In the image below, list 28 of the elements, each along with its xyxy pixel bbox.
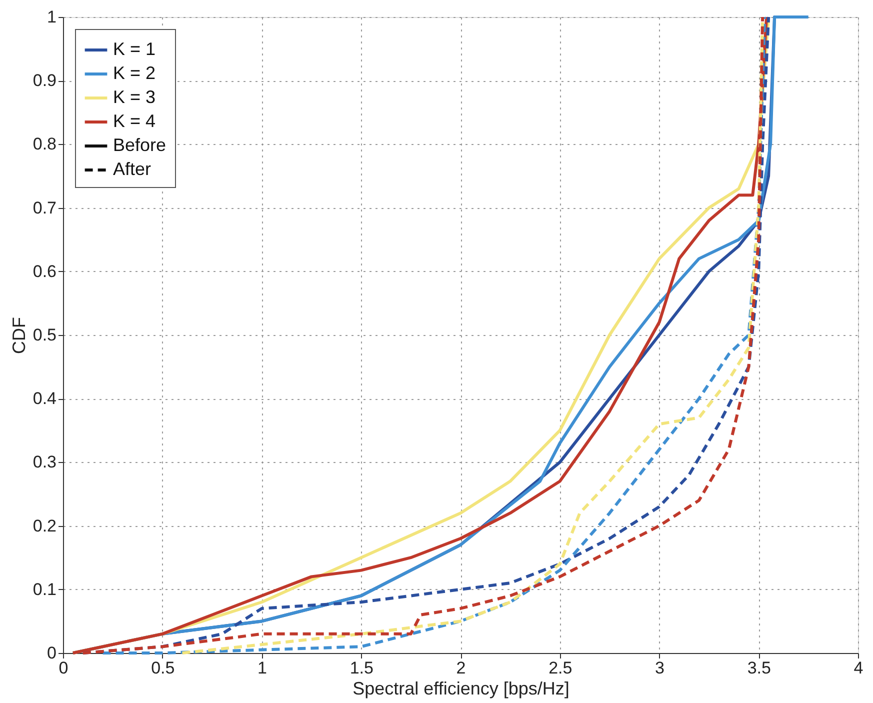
- x-tick-label: 2.5: [548, 658, 572, 678]
- y-tick-label: 0.2: [32, 516, 56, 536]
- legend-label: K = 2: [113, 63, 156, 83]
- y-tick-label: 0.3: [32, 452, 56, 472]
- x-tick-label: 0.5: [151, 658, 175, 678]
- y-tick-label: 0: [47, 644, 56, 662]
- y-tick-label: 0.8: [32, 134, 56, 154]
- x-tick-label: 3.5: [747, 658, 771, 678]
- y-tick-label: 0.4: [32, 389, 56, 408]
- x-tick-label: 1: [258, 658, 267, 678]
- y-tick-label: 0.6: [32, 262, 56, 281]
- x-tick-label: 3: [655, 658, 664, 678]
- y-tick-label: 0.7: [32, 198, 56, 218]
- legend-label: K = 3: [113, 87, 156, 107]
- legend-label: K = 1: [113, 39, 156, 59]
- x-tick-label: 1.5: [350, 658, 374, 678]
- y-tick-label: 1: [47, 8, 56, 26]
- x-tick-label: 4: [854, 658, 864, 678]
- x-axis-title: Spectral efficiency [bps/Hz]: [352, 678, 570, 698]
- legend-label: Before: [113, 135, 166, 155]
- y-tick-label: 0.9: [32, 71, 56, 90]
- y-axis-title: CDF: [8, 317, 29, 354]
- y-tick-label: 0.1: [32, 580, 56, 599]
- legend-label: K = 4: [113, 111, 156, 131]
- legend-label: After: [113, 159, 152, 179]
- y-tick-label: 0.5: [32, 326, 56, 344]
- x-tick-label: 2: [456, 658, 466, 678]
- x-tick-label: 0: [58, 658, 68, 678]
